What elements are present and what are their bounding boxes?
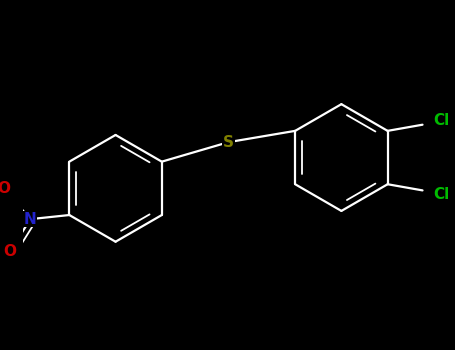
Text: Cl: Cl — [433, 113, 449, 128]
Text: N: N — [24, 212, 37, 227]
Text: O: O — [0, 181, 10, 196]
Text: S: S — [223, 135, 234, 150]
Text: Cl: Cl — [433, 187, 449, 202]
Text: O: O — [3, 245, 16, 259]
